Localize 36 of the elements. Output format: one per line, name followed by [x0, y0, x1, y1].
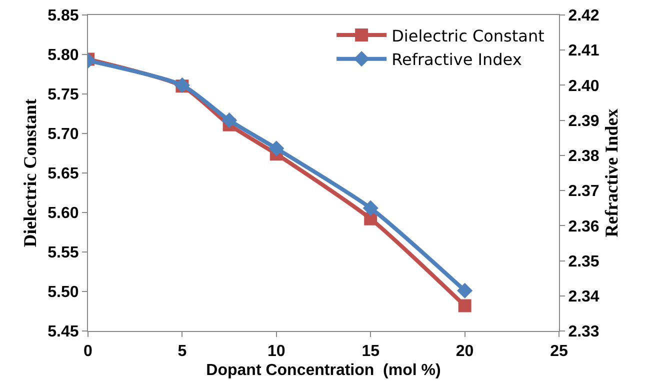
y2-tick-label: 2.40	[568, 78, 600, 95]
y-tick-label: 5.70	[48, 126, 79, 144]
y-tick-label: 5.60	[48, 205, 79, 222]
y-tick-label: 5.45	[48, 324, 79, 341]
y-tick-label: 5.65	[48, 166, 79, 183]
x-tick-label: 5	[178, 343, 187, 360]
point	[222, 112, 238, 128]
x-tick-label: 25	[550, 343, 568, 360]
y2-tick-label: 2.41	[568, 42, 600, 60]
point	[364, 212, 378, 226]
y2-tick-label: 2.35	[568, 253, 600, 270]
y2-tick-label: 2.34	[568, 288, 600, 306]
x-tick-label: 0	[84, 343, 93, 360]
y-tick-label: 5.75	[48, 86, 79, 104]
y2-tick-label: 2.38	[568, 148, 600, 166]
y2-axis-title: Refractive Index	[602, 108, 622, 238]
legend-label: Dielectric Constant	[392, 26, 544, 46]
point	[457, 282, 473, 298]
point	[362, 200, 378, 216]
x-tick-label: 15	[362, 343, 380, 360]
point	[268, 140, 284, 156]
y2-tick-label: 2.42	[568, 8, 600, 25]
y2-tick-label: 2.39	[568, 112, 600, 130]
y2-tick-label: 2.33	[568, 324, 600, 341]
x-axis-title: Dopant Concentration (mol %)	[206, 362, 441, 379]
x-tick-label: 20	[456, 343, 474, 360]
y-tick-label: 5.55	[48, 244, 79, 262]
point	[458, 299, 472, 312]
x-tick-label: 10	[268, 343, 286, 360]
y2-tick-label: 2.37	[568, 183, 600, 200]
y-tick-label: 5.85	[48, 8, 79, 25]
y2-tick-label: 2.36	[568, 218, 600, 236]
y-tick-label: 5.80	[48, 47, 79, 64]
legend-label: Refractive Index	[392, 50, 522, 70]
y-tick-label: 5.50	[48, 284, 79, 302]
y-axis-title: Dielectric Constant	[20, 98, 40, 248]
